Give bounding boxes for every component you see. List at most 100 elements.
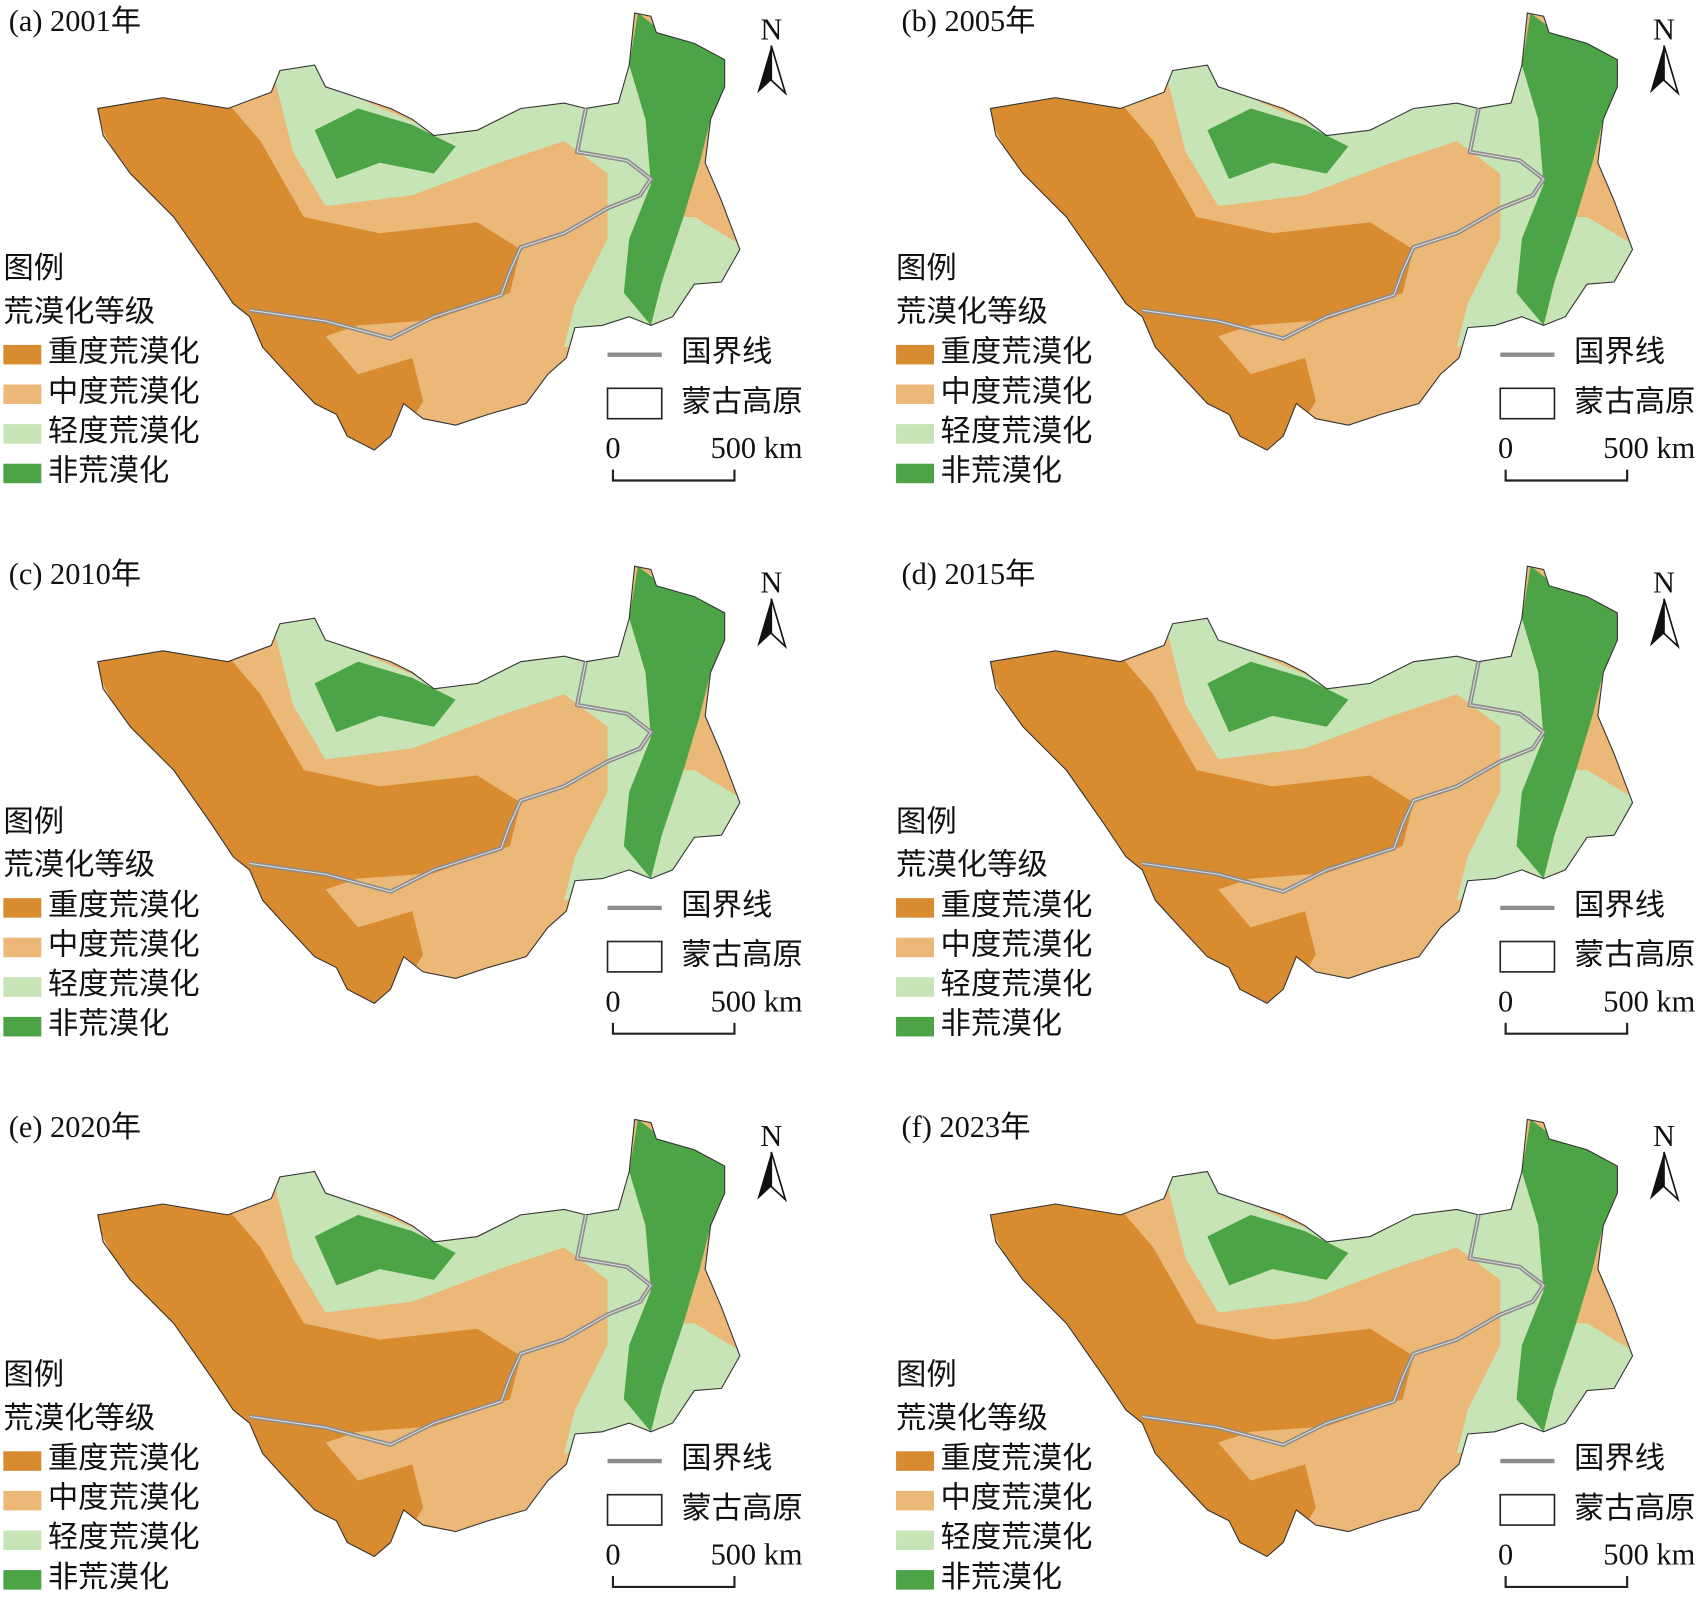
- legend-subtitle: 荒漠化等级: [896, 848, 1048, 882]
- boundary-label: 国界线: [1574, 335, 1665, 369]
- region-symbol: [606, 940, 663, 973]
- legend-label: 轻度荒漠化: [941, 1520, 1093, 1554]
- legend-label: 重度荒漠化: [48, 335, 200, 369]
- country-border: [1142, 661, 1545, 893]
- green-area: [1207, 661, 1349, 733]
- legend-title: 图例: [3, 804, 64, 838]
- map: [97, 13, 740, 451]
- severe-area: [97, 1198, 521, 1557]
- legend-swatch: [3, 463, 42, 484]
- country-border: [1142, 108, 1545, 339]
- legend-swatch: [896, 937, 935, 958]
- north-arrow: [770, 1151, 788, 1203]
- legend-swatch: [3, 424, 42, 444]
- region-symbol: [1499, 1493, 1556, 1526]
- country-border: [249, 108, 652, 339]
- green-area: [314, 661, 456, 733]
- region-symbol: [1499, 940, 1556, 973]
- panel-title: (e) 2020年: [9, 1110, 141, 1144]
- scale-bar: [1504, 1022, 1629, 1035]
- boundary-label: 国界线: [681, 335, 772, 369]
- legend-swatch: [896, 1530, 935, 1551]
- north-arrow: [1649, 1151, 1665, 1200]
- scale-start: 0: [605, 431, 620, 465]
- north-label: N: [1653, 13, 1675, 47]
- map: [97, 566, 740, 1004]
- scale-end: 500 km: [1603, 1538, 1695, 1572]
- scale-bar: [611, 1022, 736, 1035]
- severe-area: [990, 645, 1414, 1004]
- legend-swatch: [3, 1570, 42, 1590]
- boundary-label: 国界线: [681, 1441, 772, 1475]
- legend-swatch: [3, 1451, 42, 1471]
- legend-swatch: [3, 1490, 42, 1511]
- scale-start: 0: [1498, 984, 1513, 1018]
- legend-label: 非荒漠化: [48, 1007, 169, 1041]
- scale-start: 0: [605, 984, 620, 1018]
- region-label: 蒙古高原: [681, 1491, 802, 1525]
- panel-title: (b) 2005年: [901, 4, 1035, 38]
- green-area: [314, 108, 456, 179]
- boundary-label: 国界线: [681, 888, 772, 922]
- plateau-outline: [989, 12, 1634, 451]
- panel-title: (f) 2023年: [901, 1110, 1030, 1144]
- plateau-outline: [989, 1118, 1634, 1558]
- legend-swatch: [896, 463, 935, 484]
- legend-swatch: [896, 1016, 935, 1037]
- legend-subtitle: 荒漠化等级: [3, 848, 155, 882]
- legend-swatch: [3, 937, 42, 958]
- legend-label: 非荒漠化: [941, 1560, 1062, 1594]
- scale-end: 500 km: [711, 431, 803, 465]
- country-border: [249, 1214, 652, 1446]
- north-arrow: [1663, 45, 1680, 96]
- map: [990, 1119, 1633, 1557]
- legend-title: 图例: [3, 251, 64, 285]
- legend-label: 非荒漠化: [48, 453, 169, 487]
- region-symbol: [606, 1493, 663, 1526]
- north-arrow: [1663, 598, 1680, 650]
- legend-swatch: [896, 1490, 935, 1511]
- region-label: 蒙古高原: [681, 938, 802, 972]
- map: [990, 13, 1633, 451]
- legend-title: 图例: [896, 1358, 957, 1392]
- green-area: [1516, 1119, 1620, 1432]
- scale-start: 0: [1498, 1538, 1513, 1572]
- legend-label: 中度荒漠化: [941, 927, 1093, 961]
- legend-label: 中度荒漠化: [48, 374, 200, 408]
- north-label: N: [760, 1119, 782, 1153]
- legend-swatch: [3, 977, 42, 997]
- legend-label: 重度荒漠化: [941, 1441, 1093, 1475]
- north-arrow: [1649, 598, 1665, 647]
- legend-subtitle: 荒漠化等级: [896, 1401, 1048, 1435]
- north-arrow: [757, 598, 772, 647]
- scale-bar: [611, 1576, 736, 1588]
- legend-swatch: [896, 424, 935, 444]
- panel-title: (c) 2010年: [9, 557, 141, 591]
- plateau-outline: [989, 565, 1634, 1004]
- country-border: [249, 661, 652, 893]
- severe-area: [97, 92, 521, 451]
- north-arrow: [770, 45, 788, 96]
- plateau-outline: [97, 565, 741, 1004]
- legend-label: 重度荒漠化: [941, 335, 1093, 369]
- legend-swatch: [3, 344, 42, 365]
- green-area: [1207, 108, 1349, 179]
- scale-bar: [1504, 469, 1629, 482]
- north-arrow: [757, 45, 772, 94]
- legend-label: 中度荒漠化: [48, 1481, 200, 1515]
- legend-swatch: [3, 1530, 42, 1551]
- legend-subtitle: 荒漠化等级: [896, 295, 1048, 329]
- panel-title: (d) 2015年: [901, 557, 1035, 591]
- plateau-outline: [97, 1118, 741, 1558]
- legend-label: 轻度荒漠化: [48, 967, 200, 1001]
- legend-swatch: [3, 384, 42, 405]
- region-label: 蒙古高原: [1574, 938, 1695, 972]
- legend-swatch: [3, 898, 42, 918]
- legend-swatch: [896, 898, 935, 918]
- scale-start: 0: [1498, 431, 1513, 465]
- panel-title: (a) 2001年: [9, 4, 141, 38]
- legend-title: 图例: [3, 1358, 64, 1392]
